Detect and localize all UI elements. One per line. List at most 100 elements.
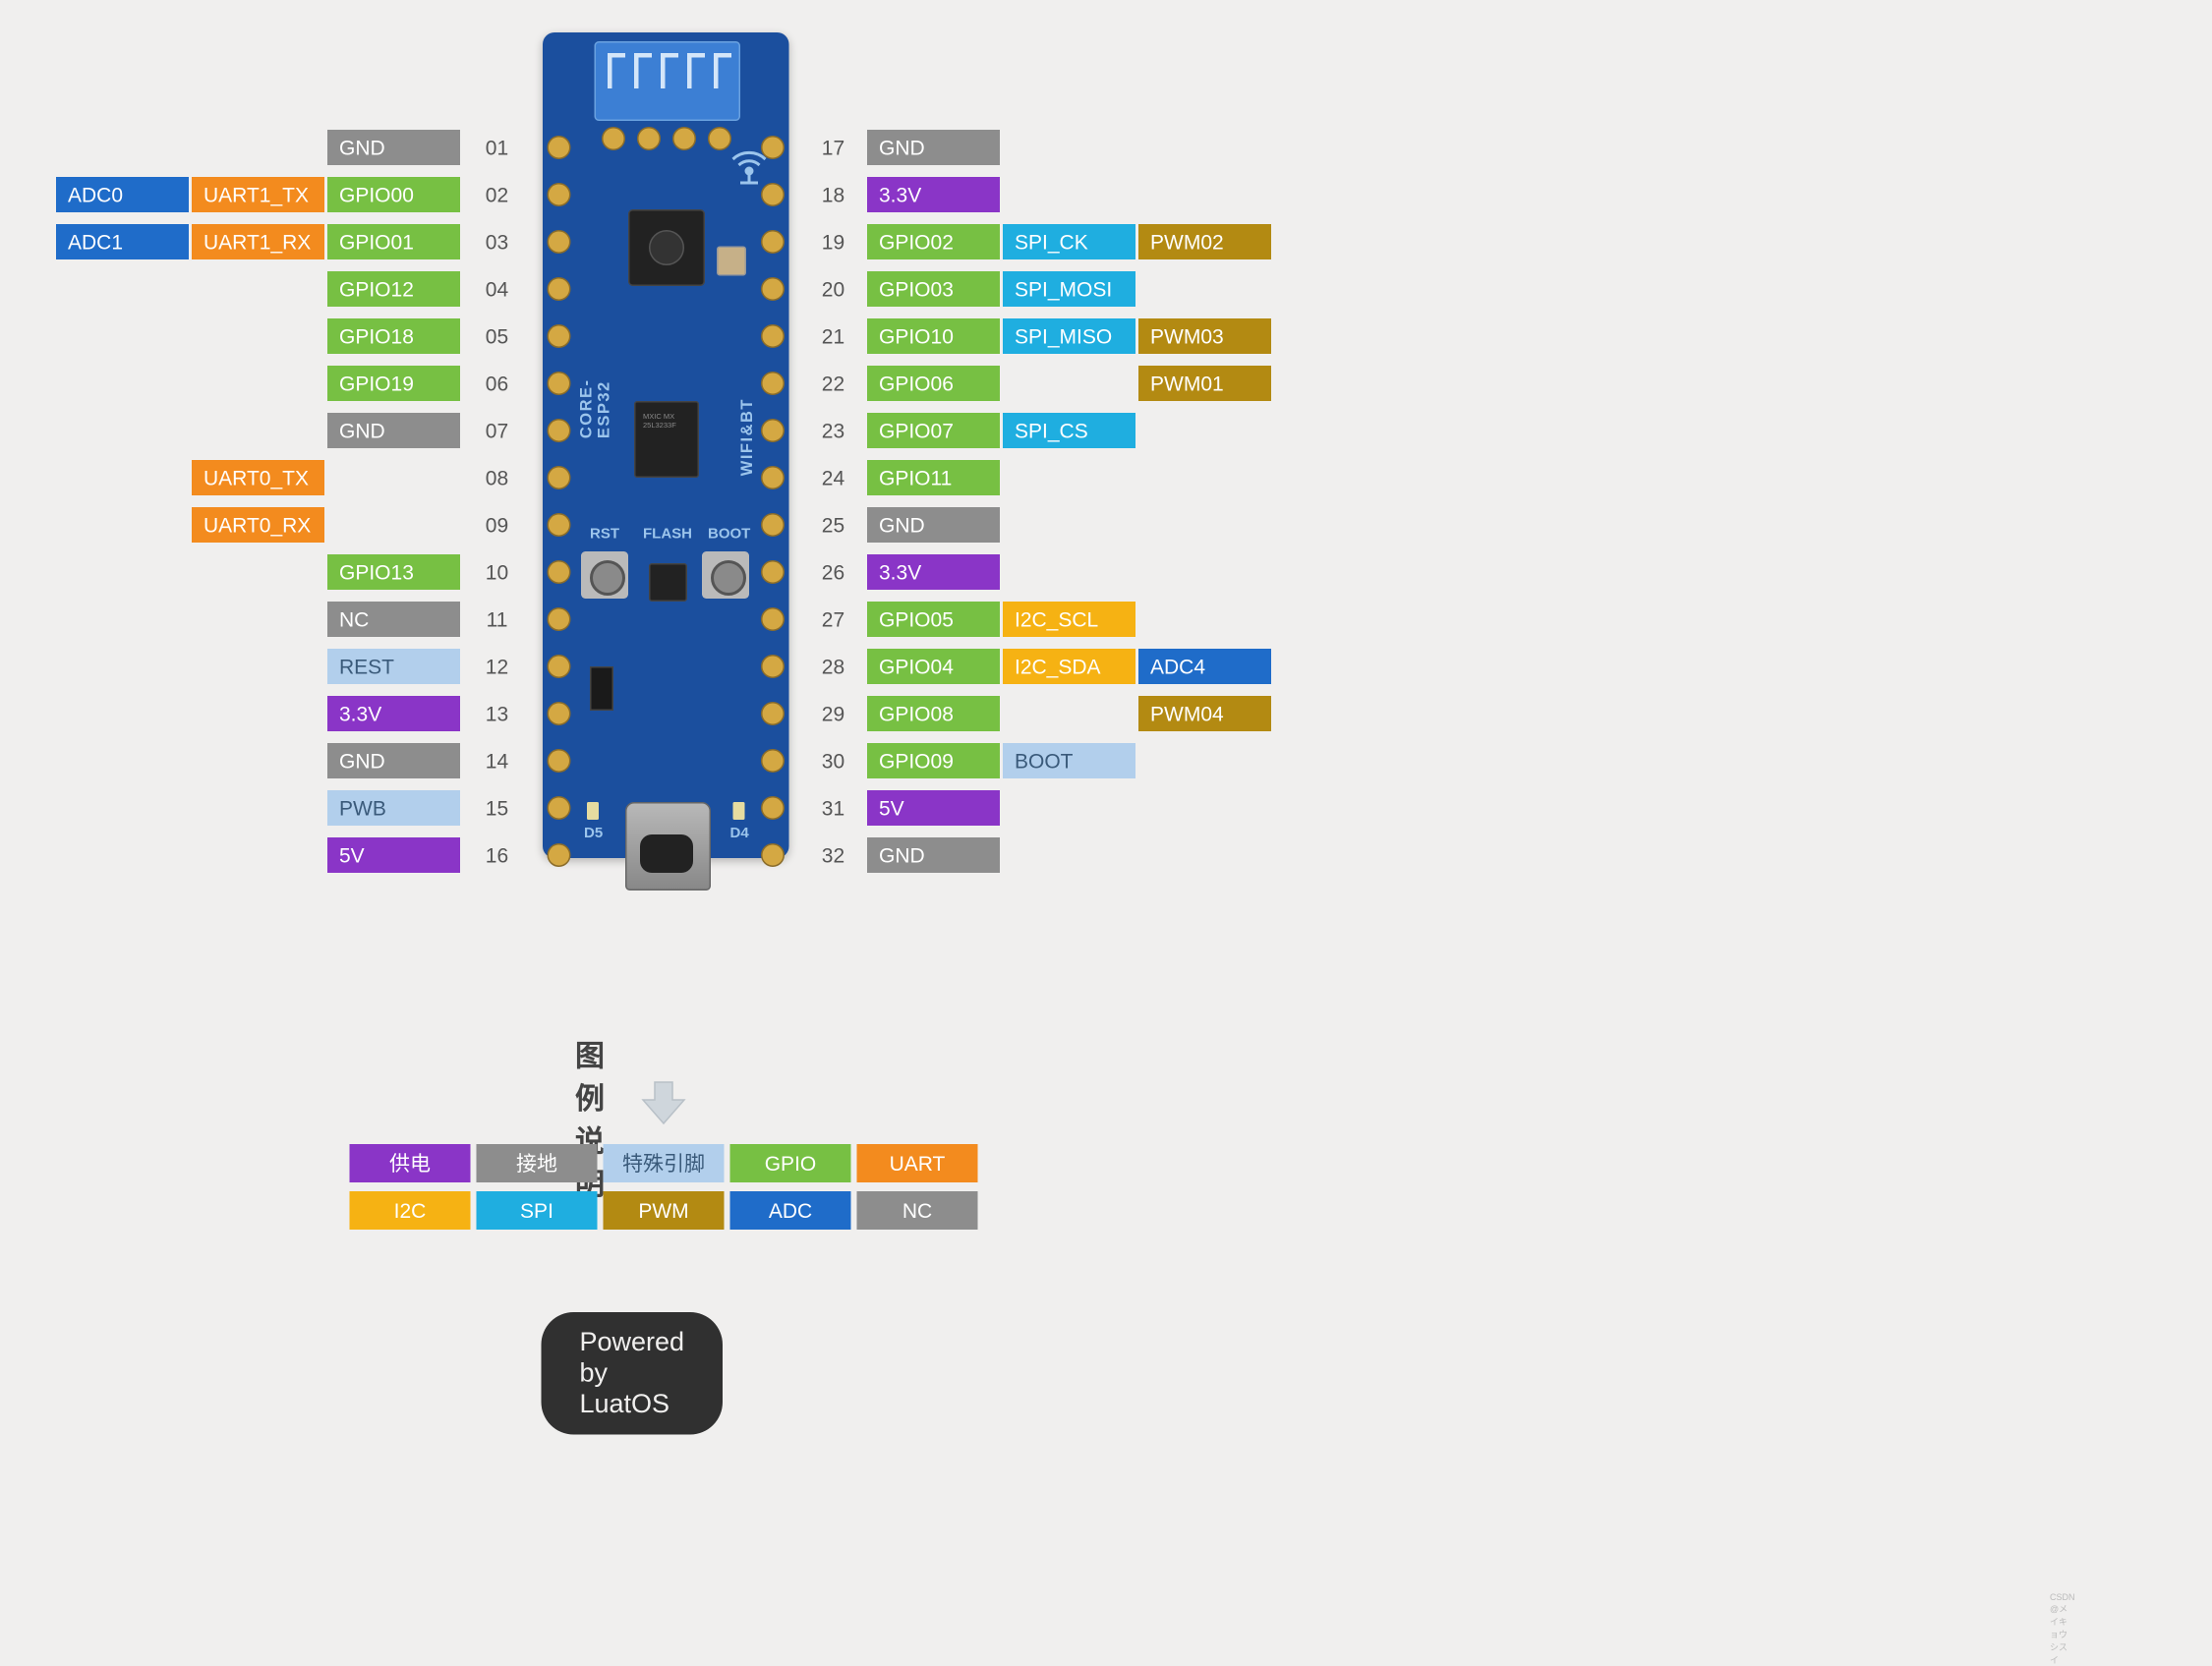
pin-uart1-rx: UART1_RX — [192, 224, 324, 259]
legend-power: 供电 — [350, 1144, 471, 1182]
pin-number-right: 20 — [811, 271, 855, 307]
pin-gpio03: GPIO03 — [867, 271, 1000, 307]
pin-nc: NC — [327, 602, 460, 637]
pin-3-3v: 3.3V — [327, 696, 460, 731]
pin-number-right: 25 — [811, 507, 855, 543]
pin-gpio18: GPIO18 — [327, 318, 460, 354]
pin-gpio04: GPIO04 — [867, 649, 1000, 684]
pin-gpio09: GPIO09 — [867, 743, 1000, 778]
usb-port — [639, 834, 692, 873]
chip-logo — [649, 230, 684, 265]
board-label-boot: BOOT — [708, 527, 750, 544]
pin-number-right: 21 — [811, 318, 855, 354]
pin-pad-left — [548, 560, 571, 584]
pin-pad-right — [761, 702, 785, 725]
pin-pwm01: PWM01 — [1138, 366, 1271, 401]
flash-chip-label: MXIC MX 25L3233F — [643, 413, 676, 431]
board-label-flash: FLASH — [643, 527, 692, 544]
antenna-trace — [687, 53, 705, 58]
pin-pwm04: PWM04 — [1138, 696, 1271, 731]
pin-pwm02: PWM02 — [1138, 224, 1271, 259]
pin-spi-cs: SPI_CS — [1003, 413, 1135, 448]
legend-special: 特殊引脚 — [604, 1144, 725, 1182]
pin-pad-left — [548, 230, 571, 254]
pin-gpio05: GPIO05 — [867, 602, 1000, 637]
pin-pad-right — [761, 372, 785, 395]
pin-number-left: 11 — [475, 602, 519, 637]
legend-nc: NC — [857, 1191, 978, 1230]
pin-gpio11: GPIO11 — [867, 460, 1000, 495]
pin-pad-left — [548, 607, 571, 631]
pin-number-left: 02 — [475, 177, 519, 212]
pin-adc4: ADC4 — [1138, 649, 1271, 684]
legend-gnd: 接地 — [477, 1144, 598, 1182]
pin-pad-right — [761, 466, 785, 489]
antenna-trace — [714, 53, 731, 58]
pin-pad-left — [548, 796, 571, 820]
pin-pwb: PWB — [327, 790, 460, 826]
pin-gpio19: GPIO19 — [327, 366, 460, 401]
top-pad — [637, 127, 661, 150]
led-d5 — [587, 802, 599, 820]
pin-number-right: 29 — [811, 696, 855, 731]
legend-gpio: GPIO — [730, 1144, 851, 1182]
pin-number-left: 03 — [475, 224, 519, 259]
pin-pad-right — [761, 607, 785, 631]
antenna-trace — [687, 53, 692, 88]
pin-number-left: 01 — [475, 130, 519, 165]
pin-number-right: 19 — [811, 224, 855, 259]
pin-number-right: 18 — [811, 177, 855, 212]
pin-number-left: 16 — [475, 837, 519, 873]
pin-number-left: 10 — [475, 554, 519, 590]
antenna-trace — [608, 53, 625, 58]
pin-pad-left — [548, 372, 571, 395]
pin-3-3v: 3.3V — [867, 554, 1000, 590]
pin-gpio06: GPIO06 — [867, 366, 1000, 401]
antenna-trace — [608, 53, 612, 88]
pin-5v: 5V — [327, 837, 460, 873]
pin-pwm03: PWM03 — [1138, 318, 1271, 354]
pin-number-right: 30 — [811, 743, 855, 778]
board-label-right: WIFI&BT — [739, 398, 757, 476]
pin-pad-left — [548, 702, 571, 725]
led-d4 — [733, 802, 745, 820]
pin-number-right: 24 — [811, 460, 855, 495]
pin-number-left: 07 — [475, 413, 519, 448]
legend-uart: UART — [857, 1144, 978, 1182]
pin-pad-right — [761, 230, 785, 254]
pin-pad-right — [761, 136, 785, 159]
powered-by-badge: Powered by LuatOS — [542, 1312, 724, 1435]
pin-i2c-sda: I2C_SDA — [1003, 649, 1135, 684]
pin-gnd: GND — [327, 413, 460, 448]
pin-pad-right — [761, 419, 785, 442]
legend-i2c: I2C — [350, 1191, 471, 1230]
pin-3-3v: 3.3V — [867, 177, 1000, 212]
top-pad — [672, 127, 696, 150]
legend-arrow-icon — [634, 1076, 693, 1129]
pin-gpio02: GPIO02 — [867, 224, 1000, 259]
pin-gpio13: GPIO13 — [327, 554, 460, 590]
pin-rest: REST — [327, 649, 460, 684]
pin-gnd: GND — [867, 130, 1000, 165]
pin-pad-left — [548, 513, 571, 537]
pin-gpio00: GPIO00 — [327, 177, 460, 212]
top-pad — [602, 127, 625, 150]
antenna-trace — [661, 53, 666, 88]
pin-number-right: 32 — [811, 837, 855, 873]
pin-number-left: 08 — [475, 460, 519, 495]
pin-pad-right — [761, 749, 785, 773]
pin-pad-left — [548, 655, 571, 678]
pin-gpio01: GPIO01 — [327, 224, 460, 259]
pin-pad-left — [548, 183, 571, 206]
pin-pad-right — [761, 324, 785, 348]
pin-boot: BOOT — [1003, 743, 1135, 778]
pin-spi-ck: SPI_CK — [1003, 224, 1135, 259]
pin-number-right: 26 — [811, 554, 855, 590]
pin-number-right: 28 — [811, 649, 855, 684]
legend-pwm: PWM — [604, 1191, 725, 1230]
watermark: CSDN @メイキョウシスイ — [2050, 1592, 2075, 1666]
antenna-trace — [634, 53, 639, 88]
btn-rst — [590, 560, 625, 596]
pin-gnd: GND — [327, 743, 460, 778]
pin-spi-miso: SPI_MISO — [1003, 318, 1135, 354]
